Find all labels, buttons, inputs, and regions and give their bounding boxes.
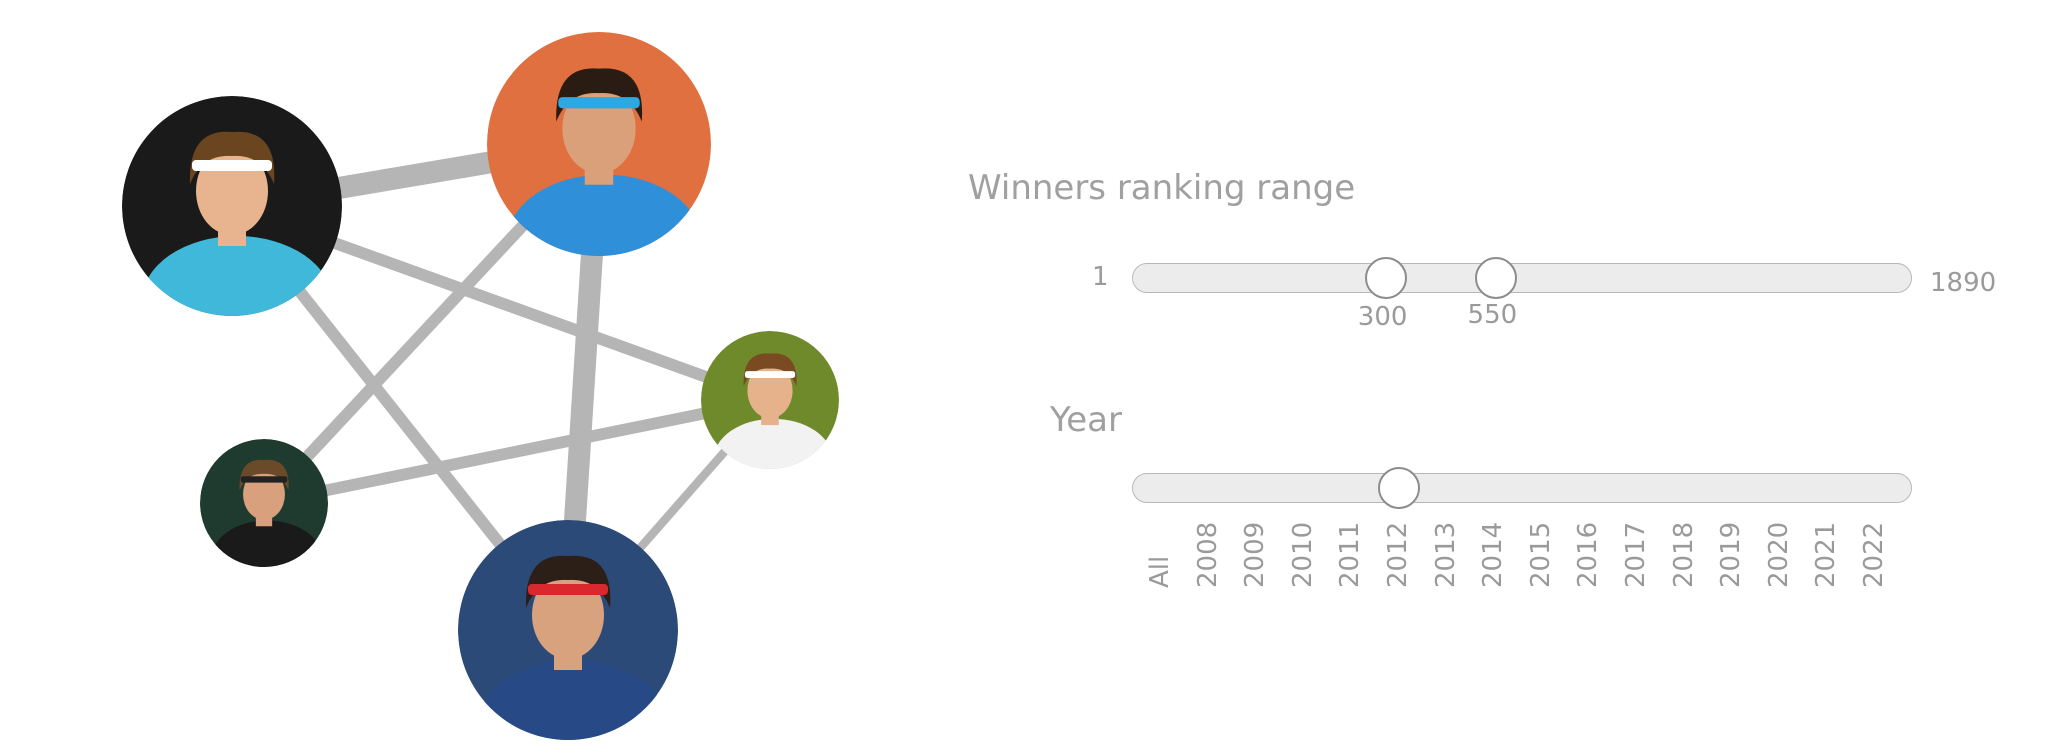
year-title: Year <box>1050 400 1122 440</box>
year-tick-2010[interactable]: 2010 <box>1287 521 1318 588</box>
ranking-low-value: 300 <box>1357 302 1408 332</box>
player-shirt <box>142 236 332 316</box>
year-tick-all[interactable]: All <box>1145 555 1175 588</box>
ranking-high-value: 550 <box>1467 300 1518 330</box>
year-tick-2012[interactable]: 2012 <box>1383 521 1413 588</box>
year-tick-2014[interactable]: 2014 <box>1478 521 1509 588</box>
year-tick-2008[interactable]: 2008 <box>1192 521 1223 588</box>
year-tick-2021[interactable]: 2021 <box>1811 521 1842 588</box>
year-tick-2020[interactable]: 2020 <box>1763 521 1794 588</box>
player-node-tsitsipas[interactable] <box>701 331 839 500</box>
ranking-low-handle[interactable] <box>1364 257 1407 299</box>
year-slider-track[interactable] <box>1132 473 1912 503</box>
player-shirt <box>507 174 701 256</box>
ranking-min-label: 1 <box>1092 262 1109 292</box>
year-tick-2016[interactable]: 2016 <box>1573 521 1604 588</box>
ranking-max-label: 1890 <box>1930 268 1997 298</box>
year-tick-2011[interactable]: 2011 <box>1335 521 1366 588</box>
player-node-nadal[interactable] <box>487 32 711 307</box>
edge-zverev-tsitsipas[interactable] <box>262 394 772 509</box>
year-tick-2013[interactable]: 2013 <box>1430 521 1461 588</box>
year-tick-2017[interactable]: 2017 <box>1621 521 1651 588</box>
nodes-layer <box>122 32 839 756</box>
year-tick-2015[interactable]: 2015 <box>1525 521 1556 588</box>
player-shirt <box>713 418 833 469</box>
year-tick-2019[interactable]: 2019 <box>1716 521 1747 588</box>
player-shirt <box>478 660 668 740</box>
year-tick-2018[interactable]: 2018 <box>1668 521 1699 588</box>
year-slider-handle[interactable] <box>1378 467 1420 509</box>
ranking-range-track[interactable] <box>1132 263 1912 293</box>
ranking-range-title: Winners ranking range <box>968 168 1356 208</box>
player-node-zverev[interactable] <box>200 439 328 596</box>
player-node-federer[interactable] <box>122 96 342 366</box>
player-node-djokovic[interactable] <box>458 520 678 756</box>
year-tick-2009[interactable]: 2009 <box>1240 521 1271 588</box>
year-tick-2022[interactable]: 2022 <box>1859 521 1889 588</box>
ranking-high-handle[interactable] <box>1474 257 1517 299</box>
player-shirt <box>211 520 323 567</box>
